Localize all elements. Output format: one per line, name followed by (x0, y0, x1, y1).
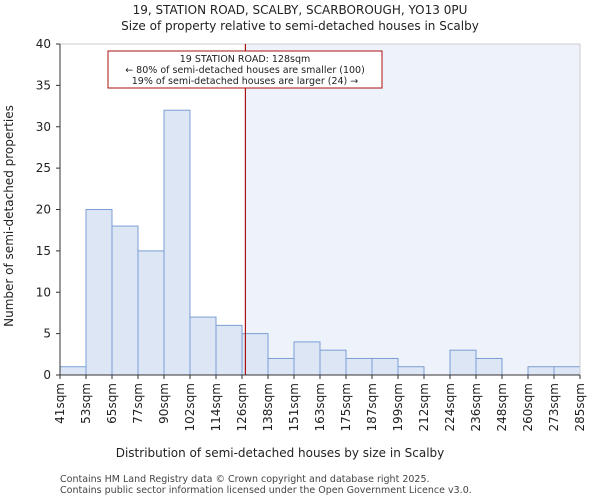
x-tick-label: 248sqm (495, 383, 509, 431)
x-tick-label: 236sqm (469, 383, 483, 431)
x-tick-label: 212sqm (417, 383, 431, 431)
annotation-line-2: ← 80% of semi-detached houses are smalle… (125, 65, 365, 76)
x-tick-label: 65sqm (105, 383, 119, 424)
x-tick-label: 77sqm (131, 383, 145, 424)
x-axis-label: Distribution of semi-detached houses by … (116, 446, 445, 460)
bar (553, 366, 581, 376)
bar (241, 333, 269, 376)
bar (397, 366, 425, 376)
chart-subtitle: Size of property relative to semi-detach… (121, 19, 479, 33)
bar (85, 209, 113, 376)
x-tick-label: 260sqm (521, 383, 535, 431)
y-tick-label: 25 (36, 161, 51, 175)
y-tick-label: 10 (36, 285, 51, 299)
bar (137, 250, 165, 376)
x-tick-label: 53sqm (79, 383, 93, 424)
x-tick-label: 138sqm (261, 383, 275, 431)
x-tick-label: 114sqm (209, 383, 223, 431)
chart-title: 19, STATION ROAD, SCALBY, SCARBOROUGH, Y… (132, 3, 468, 17)
bar (267, 357, 295, 376)
y-tick-label: 35 (36, 78, 51, 92)
larger-region-highlight (245, 44, 580, 375)
bar (189, 316, 217, 376)
bar (449, 349, 477, 376)
bar (371, 357, 399, 376)
y-tick-label: 30 (36, 120, 51, 134)
annotation-box (107, 50, 383, 89)
x-tick-label: 41sqm (53, 383, 67, 424)
y-tick-label: 15 (36, 244, 51, 258)
x-tick-label: 126sqm (235, 383, 249, 431)
footer-licence: Contains public sector information licen… (60, 485, 472, 496)
y-tick-label: 40 (36, 37, 51, 51)
bar (527, 366, 555, 376)
x-tick-label: 163sqm (313, 383, 327, 431)
bar (163, 109, 191, 376)
y-tick-label: 5 (43, 327, 51, 341)
y-tick-label: 0 (43, 368, 51, 382)
y-tick-label: 20 (36, 203, 51, 217)
x-tick-label: 285sqm (573, 383, 587, 431)
bar (215, 324, 243, 376)
bar (111, 225, 139, 376)
x-tick-label: 175sqm (339, 383, 353, 431)
bar (59, 366, 87, 376)
bar (475, 357, 503, 376)
x-tick-label: 187sqm (365, 383, 379, 431)
bar (345, 357, 373, 376)
x-tick-label: 224sqm (443, 383, 457, 431)
bar (293, 341, 321, 376)
x-tick-label: 199sqm (391, 383, 405, 431)
x-tick-label: 90sqm (157, 383, 171, 424)
y-axis-label: Number of semi-detached properties (2, 105, 16, 327)
annotation-line-3: 19% of semi-detached houses are larger (… (132, 76, 359, 87)
x-tick-label: 151sqm (287, 383, 301, 431)
bar (319, 349, 347, 376)
x-tick-label: 273sqm (547, 383, 561, 431)
x-tick-label: 102sqm (183, 383, 197, 431)
footer-copyright: Contains HM Land Registry data © Crown c… (60, 474, 430, 485)
annotation-line-1: 19 STATION ROAD: 128sqm (180, 54, 311, 65)
